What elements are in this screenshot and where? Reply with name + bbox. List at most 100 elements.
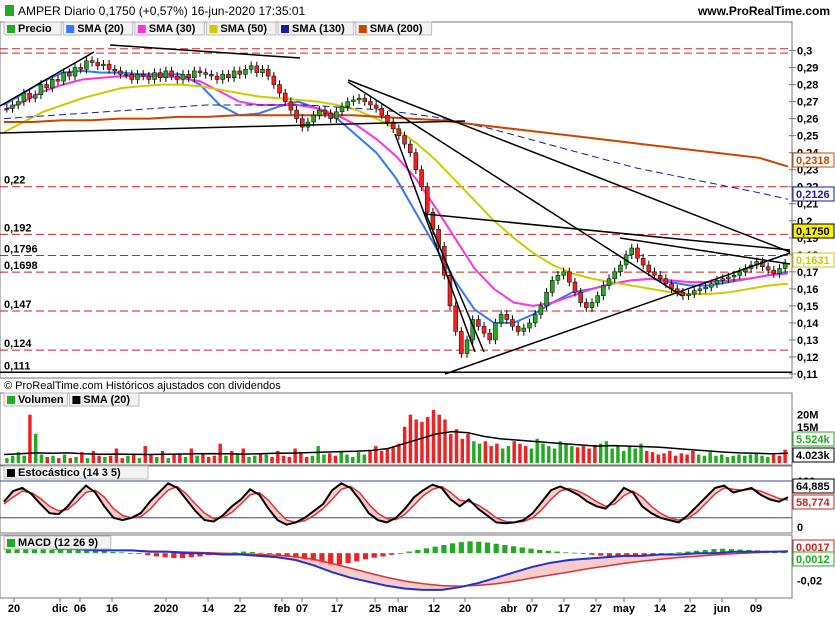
volume-bar [316, 446, 320, 463]
volume-bar [264, 454, 269, 463]
volume-bar [397, 443, 401, 463]
candle [243, 68, 248, 75]
volume-bar [679, 453, 684, 463]
volume-bar [483, 441, 488, 463]
volume-bar [472, 441, 476, 463]
trend-line [347, 79, 791, 253]
macd-histogram-bar [118, 552, 125, 554]
price-legend: Precio SMA (20) SMA (30) SMA (50) SMA (130) S… [3, 21, 433, 36]
x-axis-label: 25 [369, 603, 381, 615]
macd-histogram-bar [423, 548, 430, 554]
price-axis-label: 0,13 [797, 335, 818, 347]
macd-histogram-bar [615, 553, 621, 557]
legend-entry-box [3, 21, 62, 36]
candle [385, 114, 390, 123]
volume-bar [339, 450, 343, 463]
volume-bar [206, 456, 211, 463]
legend-swatch [72, 396, 81, 404]
x-axis-label: 06 [74, 603, 86, 615]
legend-swatch [7, 539, 15, 547]
candle [231, 70, 237, 79]
volume-bar [287, 456, 292, 463]
macd-histogram-bar [58, 549, 64, 554]
price-axis-label: 0,3 [797, 46, 812, 58]
volume-bar [639, 443, 643, 463]
macd-histogram-bar [711, 549, 717, 554]
candle [481, 326, 487, 334]
candle [169, 70, 174, 77]
macd-histogram-bar [319, 553, 325, 564]
candle [515, 326, 521, 332]
macd-histogram-bar [528, 548, 534, 554]
volume-bar [62, 454, 67, 463]
candle [84, 60, 89, 70]
candle [67, 72, 72, 77]
x-axis-label: 2020 [154, 603, 178, 615]
macd-histogram-bar [5, 549, 11, 554]
candle [135, 74, 140, 80]
legend-label: Precio [18, 23, 52, 35]
price-axis-label: 0,12 [797, 352, 818, 364]
volume-bar [391, 447, 395, 463]
x-axis-label: 17 [331, 603, 343, 615]
candle [157, 72, 163, 79]
candle [584, 302, 589, 308]
volume-bar [385, 448, 390, 463]
candle [180, 74, 186, 80]
macd-axis-label: -0,02 [797, 575, 822, 587]
candle [27, 92, 32, 99]
macd-histogram-bar [92, 550, 99, 554]
candle [33, 94, 38, 99]
volume-bar [97, 455, 101, 463]
candle [265, 68, 271, 77]
candle [760, 261, 765, 267]
macd-histogram-bar [380, 553, 386, 557]
candle [186, 74, 191, 79]
macd-histogram-bar [310, 553, 316, 562]
volume-bar [731, 455, 735, 463]
volume-bar [333, 455, 338, 463]
legend-entry-box [134, 21, 205, 36]
legend-label: SMA (130) [292, 23, 345, 35]
macd-histogram-bar [676, 552, 682, 554]
candle [197, 70, 203, 73]
volume-bar [541, 443, 545, 463]
trend-line [0, 51, 95, 107]
macd-histogram-bar [545, 550, 552, 554]
level-label: 0,192 [4, 222, 32, 234]
macd-histogram-bar [580, 553, 586, 554]
volume-bar [627, 446, 632, 463]
volume-bar [558, 441, 563, 463]
legend-label: Estocástico (14 3 5) [18, 467, 121, 479]
x-axis-label: 14 [654, 603, 667, 615]
volume-bar [668, 450, 672, 463]
volume-bar [5, 458, 9, 463]
volume-bar [575, 447, 580, 463]
volume-bar [414, 419, 418, 463]
volume-bar [702, 455, 707, 463]
volume-bar [33, 434, 38, 463]
candle [214, 75, 220, 80]
volume-bar [160, 450, 165, 463]
volume-bar [604, 441, 609, 463]
x-axis-label: may [613, 603, 636, 615]
volume-bar [22, 455, 26, 463]
candle [663, 278, 669, 285]
volume-bar [57, 458, 61, 463]
candle [771, 269, 777, 274]
volume-bar [172, 454, 176, 463]
candle [300, 118, 305, 128]
legend-swatch [281, 25, 289, 33]
volume-bar [137, 458, 142, 463]
volume-bar [402, 426, 407, 463]
macd-histogram-bar [406, 551, 412, 554]
legend-label: MACD (12 26 9) [18, 537, 98, 549]
candle [373, 104, 379, 109]
volume-bar [737, 454, 741, 463]
volume-bar [45, 456, 49, 463]
x-axis-label: 14 [202, 603, 215, 615]
candle [476, 319, 481, 327]
candle [487, 332, 492, 341]
macd-histogram-bar [267, 553, 273, 554]
